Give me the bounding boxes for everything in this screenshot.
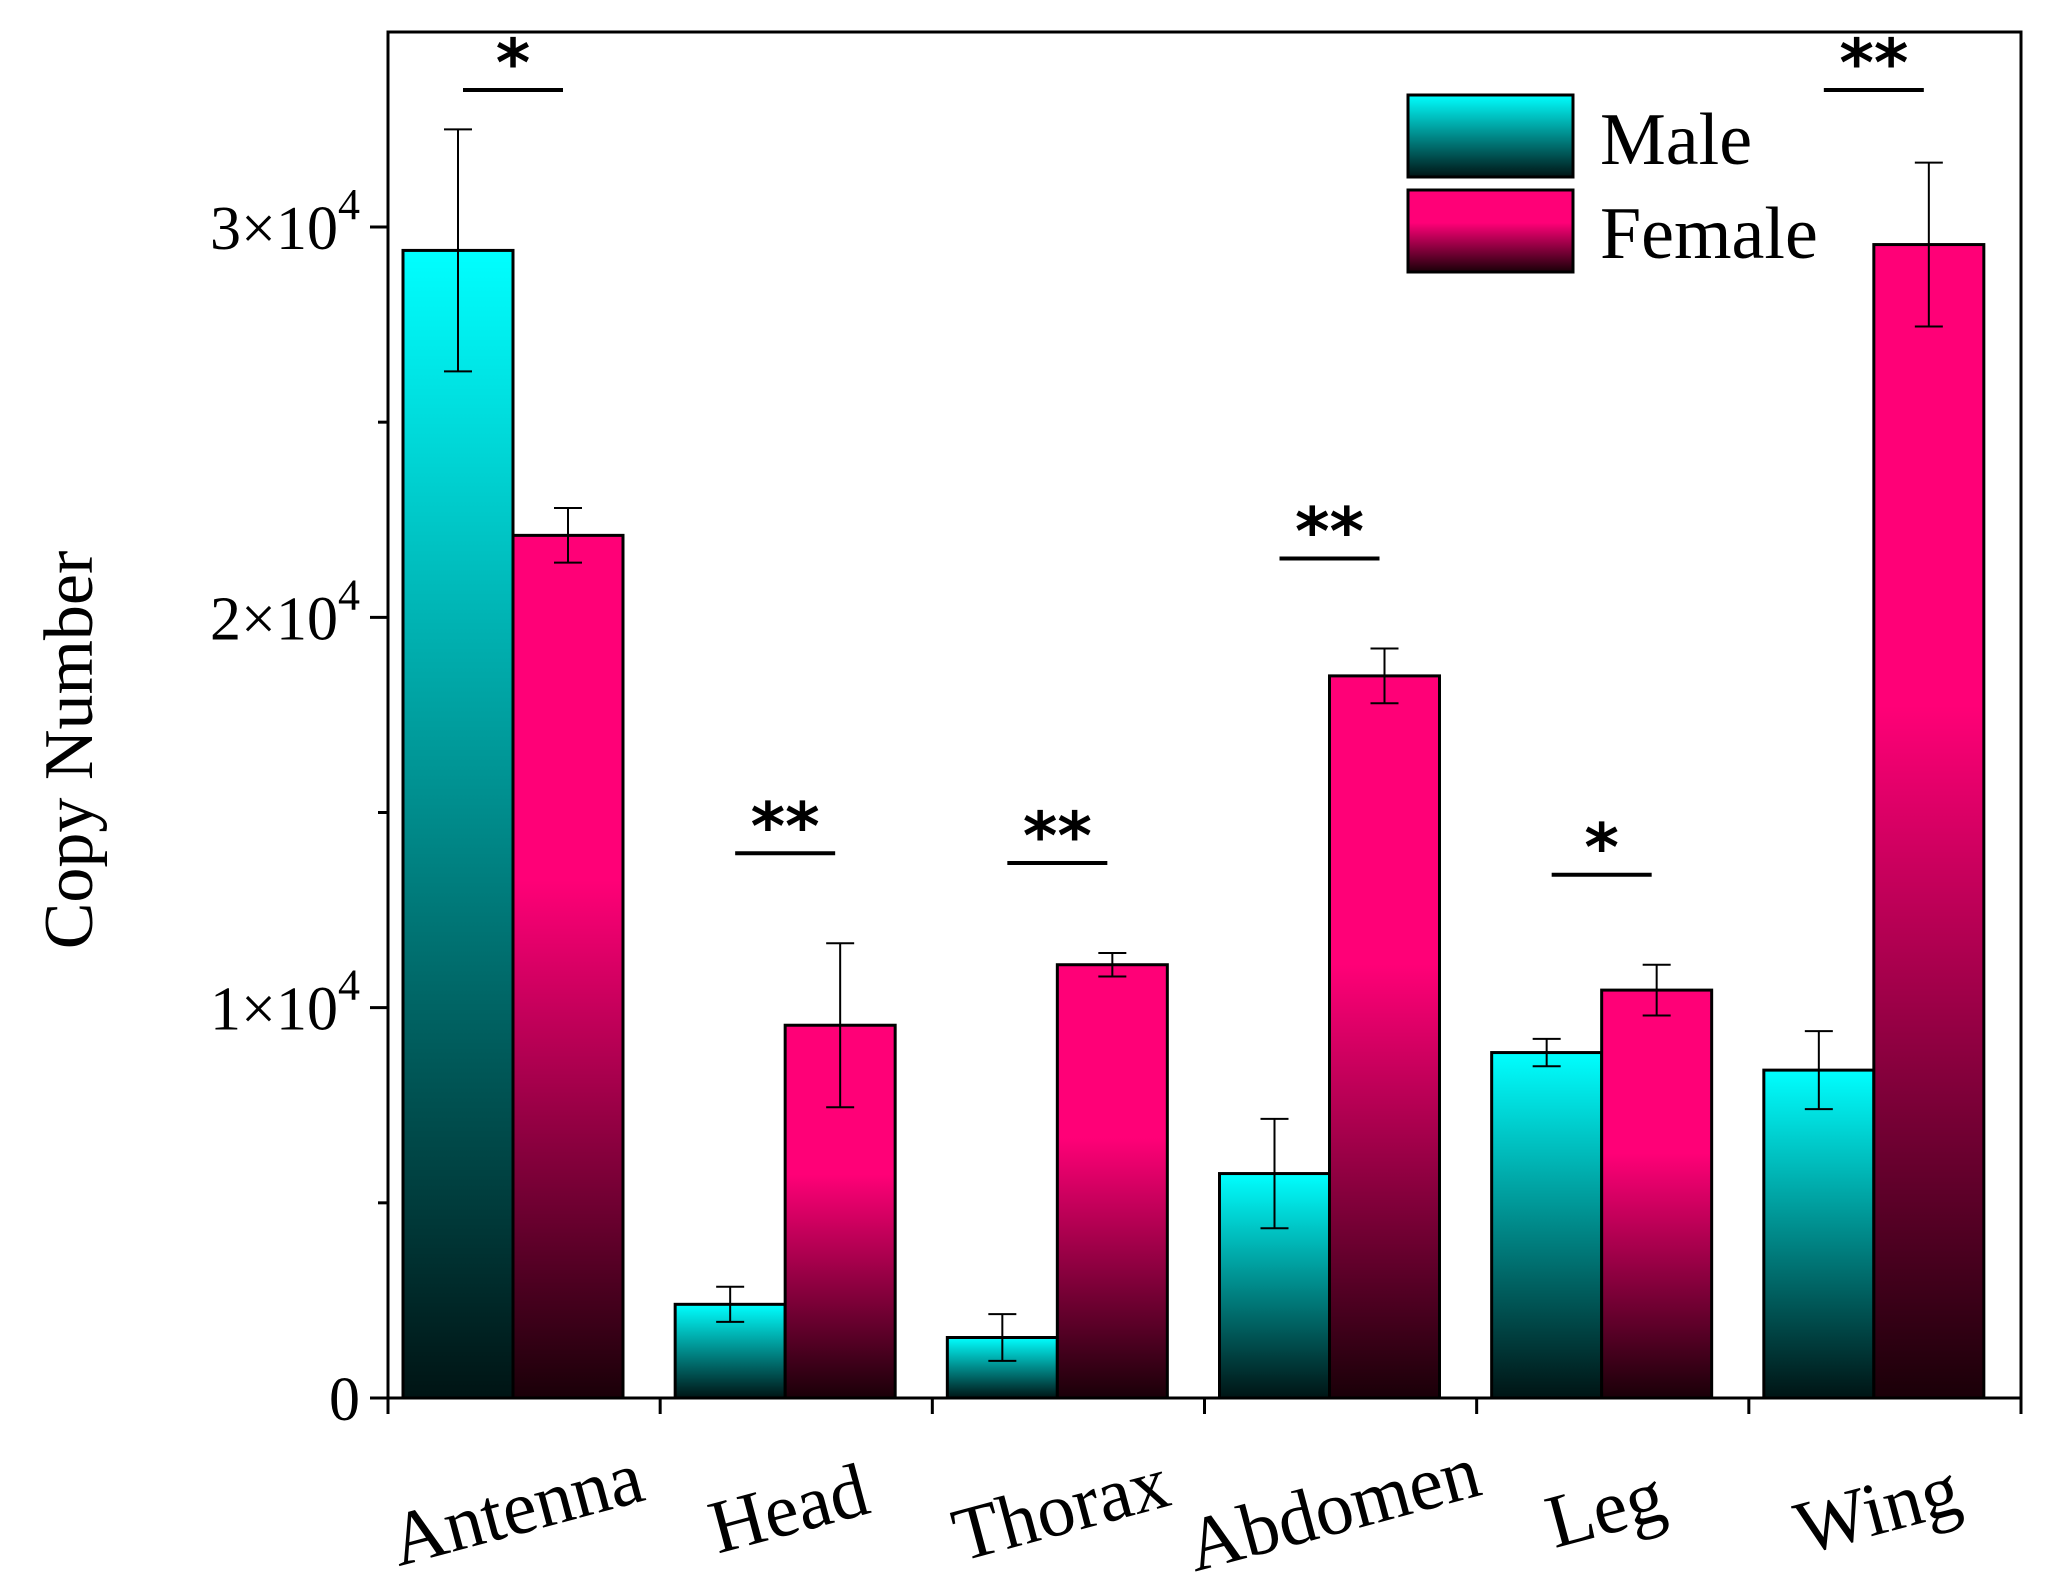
bar-male-wing	[1762, 1068, 1876, 1400]
x-tick-label-leg: Leg	[1537, 1453, 1673, 1565]
significance-label-antenna: *	[496, 25, 531, 102]
bars-layer	[401, 243, 1986, 1400]
bar-male-antenna	[401, 248, 515, 1400]
y-tick-label: 2×104	[210, 570, 360, 653]
y-tick-label: 3×104	[210, 180, 360, 263]
significance-label-head: **	[751, 788, 820, 865]
legend-swatch-male	[1406, 93, 1575, 179]
bar-female-abdomen	[1328, 674, 1441, 1400]
legend-label-female: Female	[1600, 193, 1818, 275]
y-tick-label: 1×104	[210, 961, 360, 1044]
x-tick-label-antenna: Antenna	[381, 1435, 651, 1583]
legend-swatch-female	[1406, 188, 1575, 274]
significance-layer: *** *******	[463, 25, 1924, 887]
x-tick-label-wing: Wing	[1786, 1447, 1968, 1571]
x-tick-label-head: Head	[700, 1448, 877, 1571]
x-tick-label-thorax: Thorax	[944, 1440, 1178, 1578]
y-axis-title: Copy Number	[31, 551, 108, 950]
legend-label-male: Male	[1600, 99, 1752, 181]
significance-label-abdomen: **	[1295, 494, 1364, 571]
bar-female-wing	[1872, 243, 1986, 1400]
bar-female-leg	[1600, 988, 1714, 1400]
bar-female-thorax	[1055, 963, 1169, 1400]
significance-label-thorax: **	[1023, 798, 1092, 875]
y-axis: 0 1×104 2×104 3×104	[210, 180, 388, 1434]
bar-female-antenna	[511, 533, 625, 1400]
significance-label-leg: *	[1584, 810, 1619, 887]
y-tick-label: 0	[329, 1366, 360, 1434]
significance-label-wing: **	[1839, 25, 1908, 102]
x-tick-label-abdomen: Abdomen	[1177, 1429, 1488, 1588]
error-bars-layer	[444, 128, 1943, 1362]
bar-male-leg	[1490, 1051, 1604, 1400]
legend: Male Female	[1406, 93, 1818, 275]
x-axis: Antenna Head Thorax Abdomen Leg Wing	[381, 1398, 2023, 1588]
